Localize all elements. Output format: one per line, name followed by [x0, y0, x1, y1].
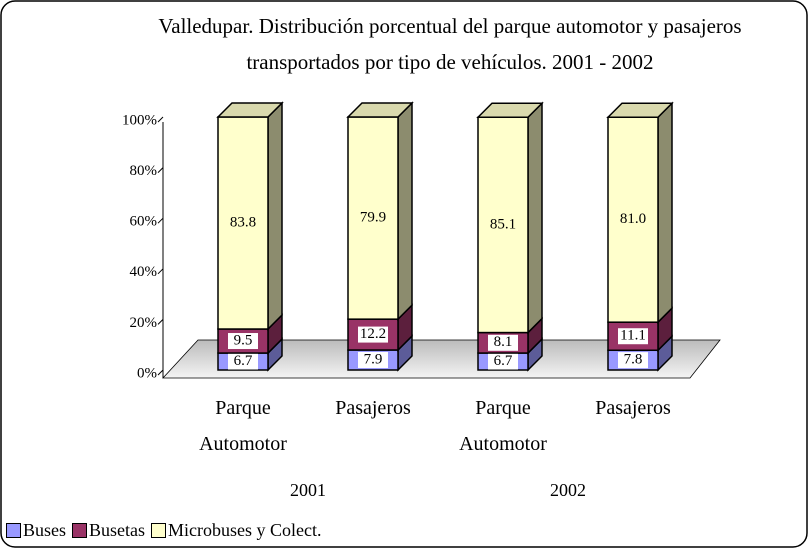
y-tick — [157, 116, 164, 123]
data-label: 8.1 — [494, 334, 513, 350]
legend-swatch — [151, 523, 167, 538]
group-label: 2001 — [290, 480, 326, 500]
label-bg — [358, 326, 388, 343]
y-tick-label: 80% — [130, 163, 158, 179]
bar-segment — [347, 116, 399, 320]
x-tick-label: Parque Automotor — [199, 397, 287, 455]
bar-segment — [217, 116, 269, 330]
bar-segment — [607, 116, 659, 323]
data-label: 9.5 — [234, 332, 253, 348]
label-bg — [618, 352, 648, 369]
data-label: 83.8 — [230, 214, 256, 230]
y-tick-label: 40% — [130, 264, 158, 280]
legend-label: Busetas — [89, 520, 146, 540]
legend: Buses Busetas Microbuses y Colect. — [6, 520, 322, 541]
y-tick-label: 0% — [137, 365, 157, 381]
bar-side — [267, 101, 283, 331]
y-tick — [157, 369, 164, 376]
legend-item: Busetas — [72, 520, 145, 541]
legend-label: Buses — [23, 520, 67, 540]
floor — [162, 339, 721, 379]
bar-segment — [477, 116, 529, 334]
data-label: 12.2 — [360, 326, 386, 342]
legend-label: Microbuses y Colect. — [168, 520, 322, 540]
legend-item: Buses — [6, 520, 66, 541]
data-label: 7.9 — [364, 351, 383, 367]
data-label: 11.1 — [620, 328, 646, 344]
x-tick-label: Parque Automotor — [459, 397, 547, 455]
bar-top — [216, 102, 284, 118]
y-tick — [157, 319, 164, 325]
chart-title: Valledupar. Distribución porcentual del … — [158, 14, 742, 74]
data-label: 81.0 — [620, 211, 646, 227]
bar-side — [397, 101, 413, 321]
label-bg — [488, 334, 518, 351]
label-bg — [228, 333, 258, 350]
bar-side — [527, 101, 543, 335]
y-tick-label: 20% — [130, 315, 158, 331]
label-bg — [618, 328, 648, 345]
data-label: 6.7 — [234, 353, 253, 369]
legend-swatch — [72, 523, 88, 538]
x-tick-label: Pasajeros — [335, 397, 411, 419]
bar-segment — [607, 321, 659, 352]
bar-top — [606, 102, 674, 119]
label-bg — [358, 352, 388, 369]
y-tick — [157, 268, 164, 275]
y-tick — [157, 217, 164, 224]
bar-side — [657, 101, 673, 324]
data-label: 85.1 — [490, 216, 516, 232]
label-bg — [488, 353, 518, 370]
data-label: 6.7 — [494, 353, 513, 369]
y-tick — [157, 167, 164, 173]
legend-swatch — [6, 523, 21, 538]
legend-item: Microbuses y Colect. — [151, 520, 322, 541]
data-label: 79.9 — [360, 210, 386, 226]
x-tick-label: Pasajeros — [595, 397, 671, 419]
bar-top — [476, 102, 544, 119]
y-tick-label: 60% — [130, 214, 158, 230]
bar-top — [346, 102, 414, 118]
label-bg — [228, 353, 258, 370]
y-tick-label: 100% — [122, 112, 157, 128]
group-label: 2002 — [550, 480, 586, 500]
data-label: 7.8 — [624, 352, 643, 368]
